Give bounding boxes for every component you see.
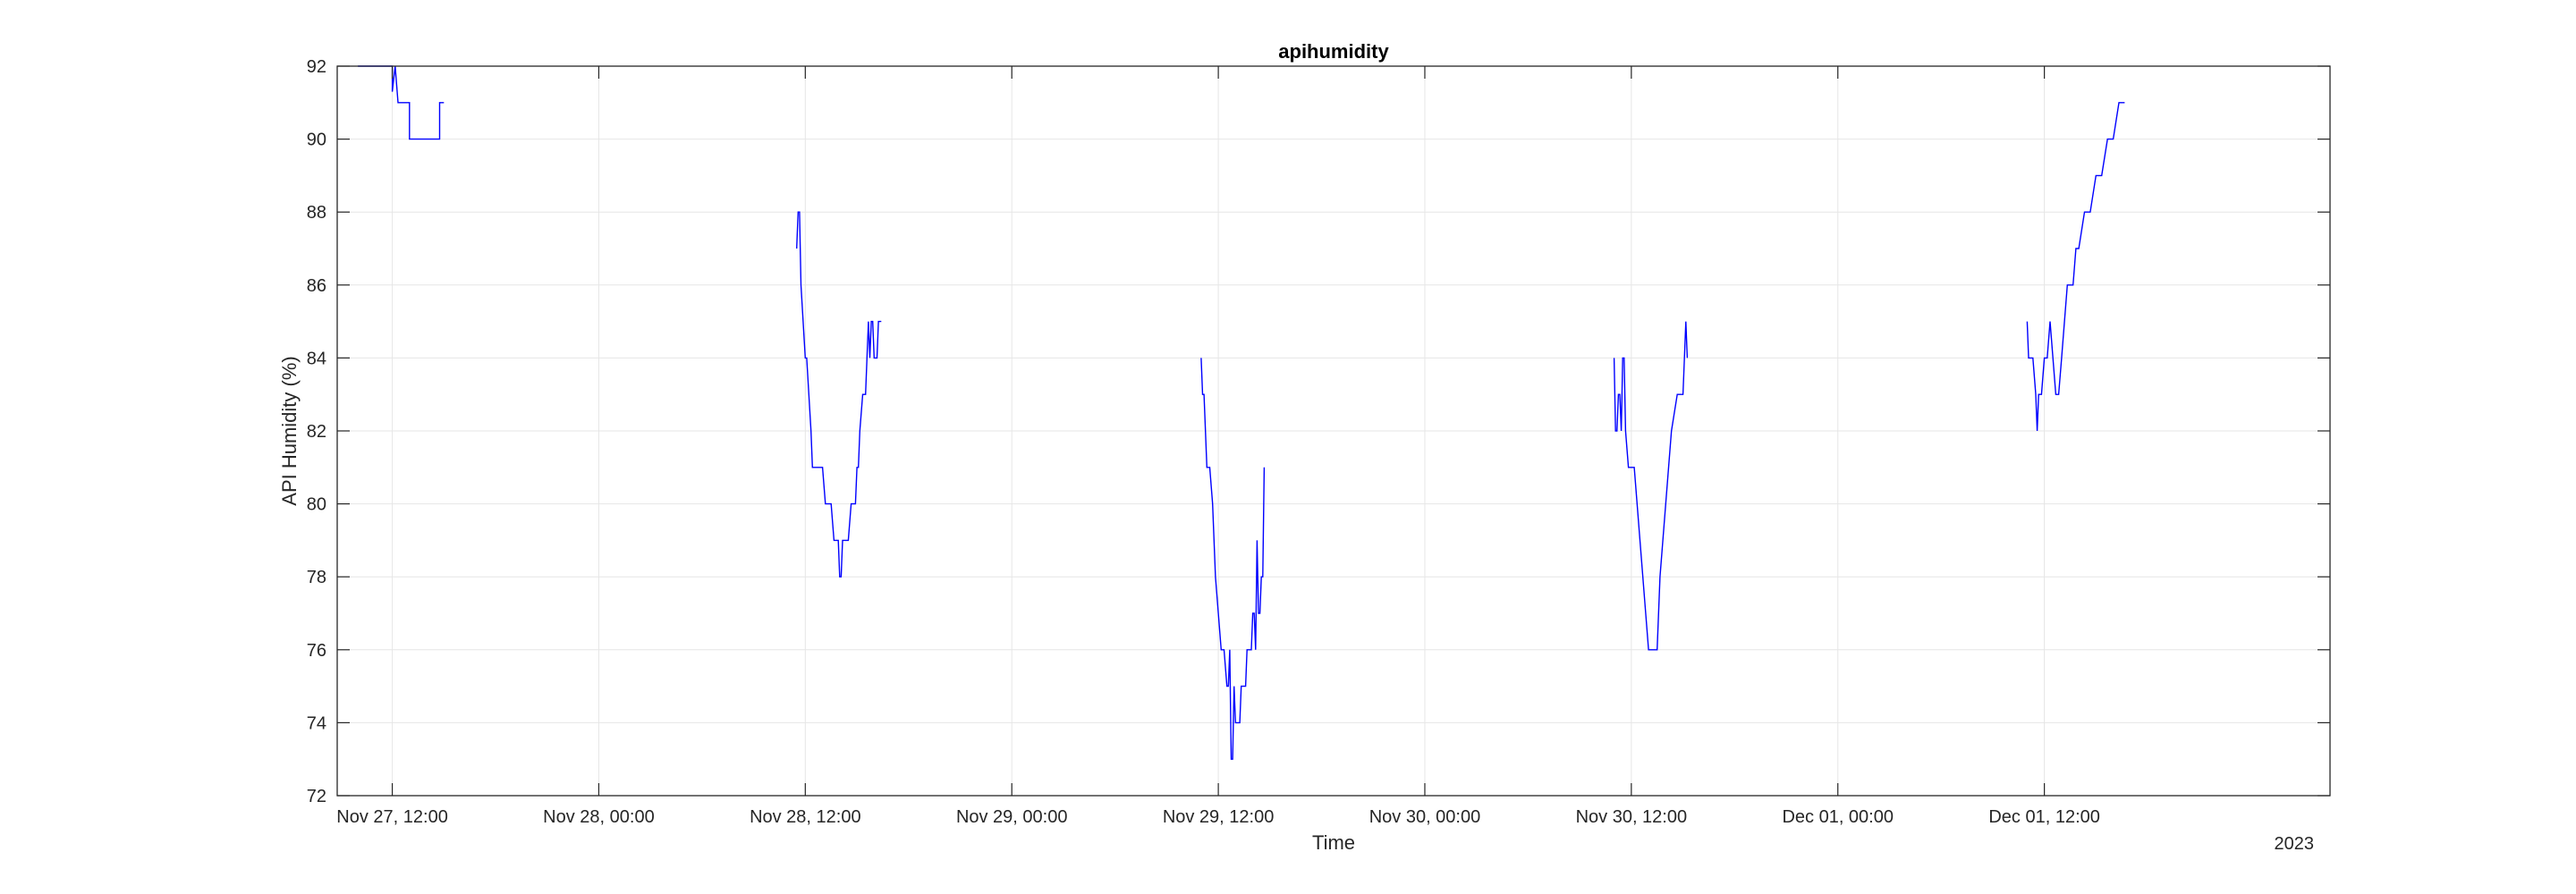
y-tick-label: 78 — [307, 568, 326, 587]
y-axis-label: API Humidity (%) — [278, 356, 301, 505]
y-tick-label: 72 — [307, 787, 326, 806]
x-tick-label: Nov 30, 12:00 — [1576, 807, 1688, 827]
series-line-segment — [1200, 358, 1266, 760]
series-group — [358, 65, 2125, 760]
x-tick-label: Nov 27, 12:00 — [336, 807, 448, 827]
x-axis-year-label: 2023 — [2275, 834, 2315, 854]
x-tick-label: Dec 01, 00:00 — [1782, 807, 1894, 827]
x-tick-label: Dec 01, 12:00 — [1988, 807, 2100, 827]
ticks: 72 74 76 78 80 82 84 86 88 90 92 Nov 27, 12:00 Nov 2… — [307, 57, 2330, 827]
series-line-segment — [796, 211, 882, 578]
x-tick-label: Nov 28, 00:00 — [543, 807, 655, 827]
grid — [337, 65, 2330, 797]
y-tick-label: 82 — [307, 422, 326, 442]
y-tick-label: 84 — [307, 349, 326, 368]
x-tick-label: Nov 29, 12:00 — [1163, 807, 1275, 827]
chart-title: apihumidity — [1278, 40, 1389, 63]
y-tick-label: 90 — [307, 131, 326, 150]
y-tick-label: 86 — [307, 276, 326, 296]
y-tick-label: 80 — [307, 495, 326, 515]
x-tick-label: Nov 30, 00:00 — [1369, 807, 1481, 827]
series-line-segment — [2026, 102, 2125, 432]
y-tick-label: 76 — [307, 641, 326, 661]
y-tick-label: 88 — [307, 203, 326, 223]
y-tick-label: 74 — [307, 713, 326, 733]
series-line-segment — [358, 65, 445, 140]
x-tick-label: Nov 29, 00:00 — [956, 807, 1068, 827]
series-line-segment — [1613, 321, 1689, 651]
x-axis-label: Time — [1312, 831, 1355, 854]
x-tick-label: Nov 28, 12:00 — [750, 807, 861, 827]
y-tick-label: 92 — [307, 57, 326, 77]
